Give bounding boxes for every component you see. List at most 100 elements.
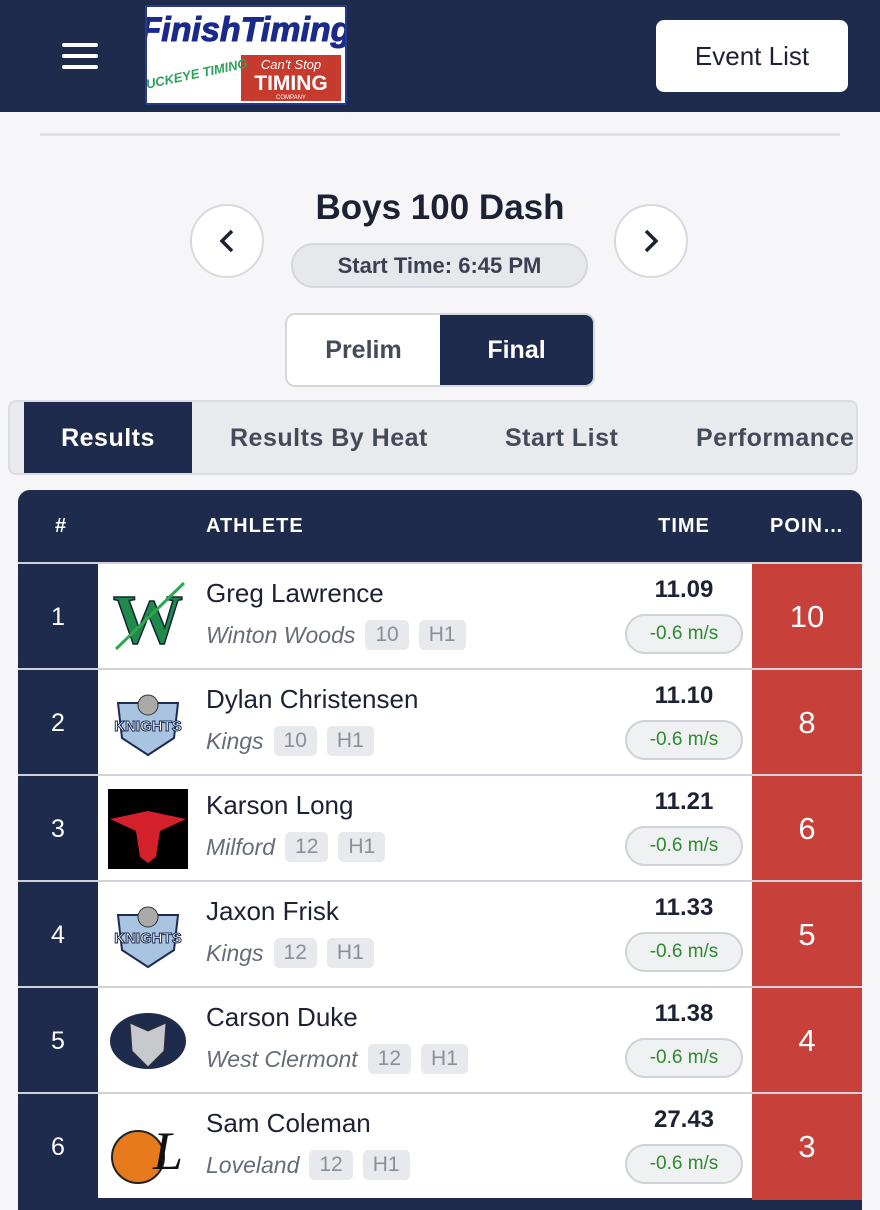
heat: H1 — [326, 938, 374, 968]
place: 3 — [18, 776, 98, 882]
team: Loveland — [206, 1151, 300, 1178]
logo-art: FinishTiming BUCKEYE TIMING Can't Stop T… — [135, 9, 352, 101]
partner-box — [241, 55, 341, 101]
athlete-meta: Loveland 12 H1 — [206, 1150, 410, 1180]
grade: 10 — [365, 620, 409, 650]
logo[interactable]: FinishTiming BUCKEYE TIMING Can't Stop T… — [135, 5, 352, 105]
logo-part — [116, 914, 180, 969]
logo-part — [111, 1130, 165, 1184]
heat: H1 — [418, 620, 466, 650]
round-toggle: Prelim Final — [285, 313, 595, 387]
team: Kings — [206, 939, 264, 966]
logo-part: KNIGHTS — [114, 718, 182, 735]
time: 11.10 — [654, 682, 714, 709]
grade: 12 — [273, 938, 317, 968]
time: 11.38 — [654, 1000, 714, 1027]
divider — [40, 133, 840, 136]
view-tab[interactable]: Performance — [696, 424, 855, 452]
view-tab[interactable]: Results — [24, 402, 192, 473]
athlete-name: Greg Lawrence — [206, 578, 384, 608]
partner-top: Can't Stop — [261, 57, 321, 72]
prev-button[interactable] — [190, 204, 264, 278]
athlete-meta: Kings 10 H1 — [206, 726, 374, 756]
athlete-meta: Milford 12 H1 — [206, 832, 386, 862]
grade: 12 — [285, 832, 329, 862]
round-tab[interactable]: Final — [440, 315, 593, 385]
grade: 12 — [367, 1044, 412, 1074]
partner-left: BUCKEYE TIMING — [147, 56, 249, 94]
time: 11.33 — [654, 894, 714, 921]
team: Milford — [206, 833, 276, 860]
team-logo — [110, 1013, 186, 1069]
athlete-name: Jaxon Frisk — [206, 896, 339, 926]
time: 27.43 — [653, 1106, 715, 1133]
points: 8 — [752, 670, 862, 776]
points: 4 — [752, 988, 862, 1094]
event-list-button[interactable]: Event List — [656, 20, 848, 92]
event-title: Boys 100 Dash — [315, 188, 565, 227]
place: 5 — [18, 988, 98, 1094]
logo-part: L — [152, 1121, 183, 1181]
menu-bar — [62, 43, 98, 47]
heat: H1 — [326, 726, 374, 756]
points: 5 — [752, 882, 862, 988]
result-row[interactable]: 5 Carson Duke West Clermont 12 H1 11.38 -0.6 m… — [18, 986, 862, 1094]
team-logo: L — [111, 1121, 183, 1184]
column-header: POIN… — [770, 514, 844, 537]
view-tabs: Results Results By Heat Start List Performa… — [8, 400, 858, 475]
wind: -0.6 m/s — [625, 614, 743, 654]
column-header: TIME — [658, 514, 710, 537]
place: 1 — [18, 564, 98, 670]
next-button[interactable] — [614, 204, 688, 278]
grade: 12 — [309, 1150, 353, 1180]
team: West Clermont — [206, 1045, 358, 1072]
logo-part — [110, 811, 186, 863]
team-logo: W — [112, 581, 186, 657]
wind: -0.6 m/s — [625, 1144, 743, 1184]
logo-part — [114, 581, 186, 651]
view-tab[interactable]: Start List — [505, 424, 619, 452]
athlete-meta: Kings 12 H1 — [206, 938, 374, 968]
result-row[interactable]: 6 L Sam Coleman Loveland 12 H1 27.43 -0.6 m/s 3 — [18, 1092, 862, 1200]
heat: H1 — [338, 832, 386, 862]
team: Winton Woods — [206, 621, 356, 648]
points: 10 — [752, 564, 862, 670]
logo-part — [137, 694, 159, 716]
wind: -0.6 m/s — [625, 1038, 743, 1078]
place: 4 — [18, 882, 98, 988]
heat: H1 — [421, 1044, 468, 1074]
team-logo — [108, 789, 188, 869]
athlete-name: Karson Long — [206, 790, 354, 820]
partner-bottom: COMPANY — [276, 95, 306, 101]
athlete-name: Dylan Christensen — [206, 684, 419, 714]
wind: -0.6 m/s — [625, 720, 743, 760]
heat: H1 — [362, 1150, 410, 1180]
time: 11.21 — [654, 788, 714, 815]
logo-part — [129, 1022, 167, 1068]
view-tab[interactable]: Results By Heat — [230, 424, 428, 452]
wind: -0.6 m/s — [625, 826, 743, 866]
athlete-meta: West Clermont 12 H1 — [206, 1044, 468, 1074]
logo-part — [116, 702, 180, 757]
results-table: # ATHLETE TIME POIN… 1W Greg Lawrence Winton W… — [18, 490, 862, 1210]
result-row[interactable]: 2 KNIGHTS Dylan Christensen Kings 10 H1 11.10 -… — [18, 668, 862, 776]
menu-bar — [62, 54, 98, 58]
athlete-name: Carson Duke — [206, 1002, 358, 1032]
column-header: # — [54, 514, 68, 537]
wind: -0.6 m/s — [625, 932, 743, 972]
round-tab[interactable]: Prelim — [325, 335, 402, 364]
result-row[interactable]: 4 KNIGHTS Jaxon Frisk Kings 12 H1 11.33 -0.6 m/… — [18, 880, 862, 988]
team-logo: KNIGHTS — [114, 694, 182, 757]
grade: 10 — [273, 726, 317, 756]
athlete-meta: Winton Woods 10 H1 — [206, 620, 466, 650]
menu-bar — [62, 65, 98, 69]
brand: FinishTiming — [147, 11, 345, 49]
place: 6 — [18, 1094, 98, 1200]
team: Kings — [206, 727, 264, 754]
time: 11.09 — [654, 576, 714, 603]
result-row[interactable]: 1W Greg Lawrence Winton Woods 10 H1 11.09 -0.6… — [18, 562, 862, 670]
result-row[interactable]: 3 Karson Long Milford 12 H1 11.21 -0.6 m/s 6 — [18, 774, 862, 882]
team-logo: KNIGHTS — [114, 906, 182, 969]
start-time: Start Time: 6:45 PM — [291, 243, 588, 288]
